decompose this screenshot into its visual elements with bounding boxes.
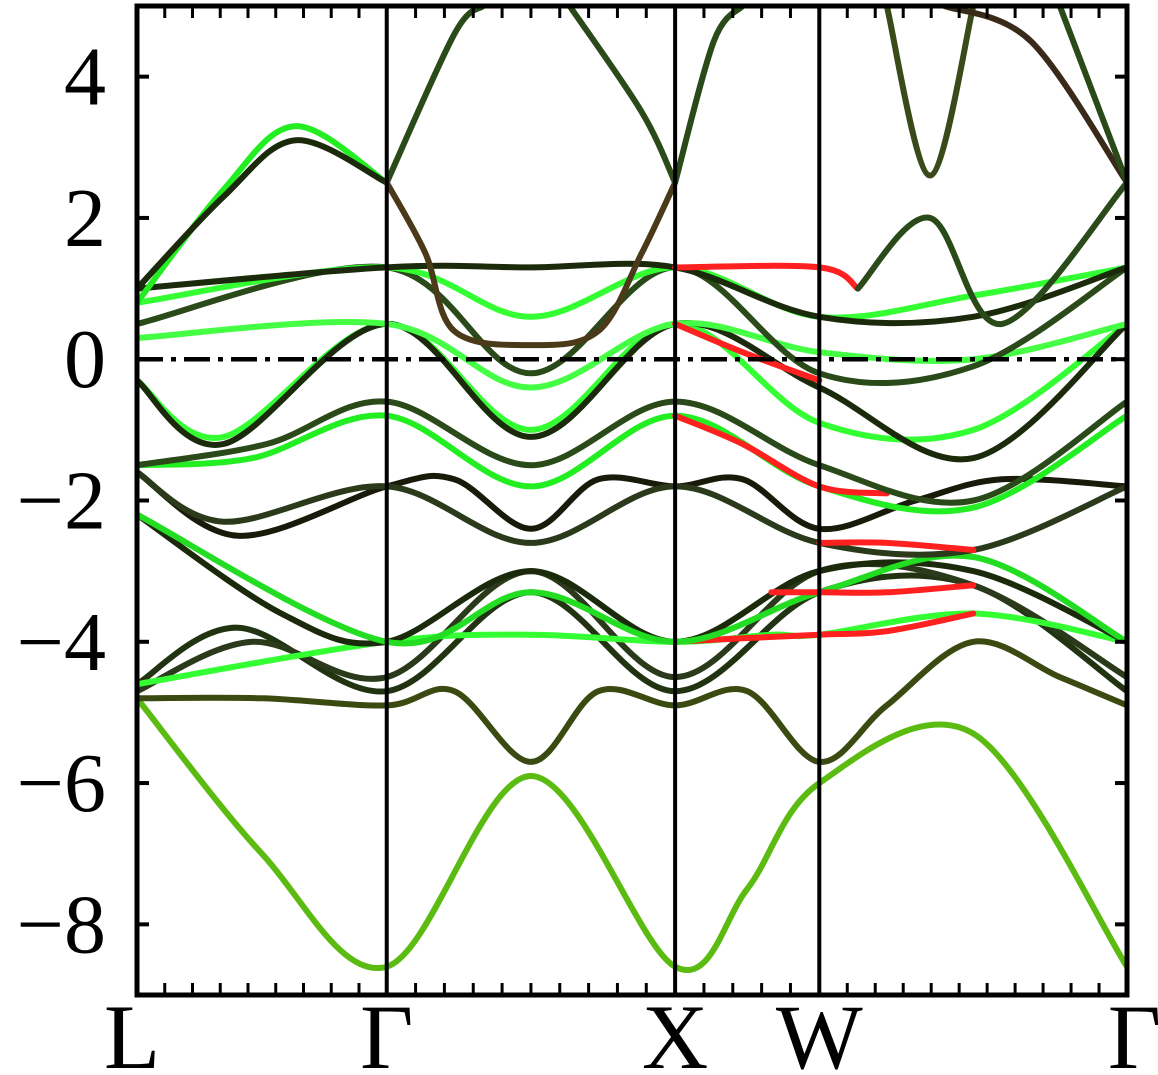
band-line-31 (941, 6, 1127, 186)
y-tick-label-2: 2 (64, 172, 106, 265)
band-line-13 (137, 412, 1127, 515)
y-tick-label-4: −2 (17, 455, 106, 548)
plot-frame (134, 3, 1130, 998)
band-line-8 (137, 511, 1127, 647)
band-line-32 (1056, 6, 1127, 186)
band-line-33 (854, 179, 1127, 327)
y-tick-label-5: −4 (17, 596, 106, 689)
band-series-layer (137, 6, 1127, 973)
band-line-27 (383, 179, 679, 349)
band-line-25 (137, 137, 390, 292)
band-line-12 (816, 539, 977, 553)
band-line-9 (768, 582, 977, 596)
band-line-1 (137, 695, 1127, 973)
band-line-28 (566, 6, 679, 186)
band-line-15 (137, 398, 1127, 506)
y-tick-label-6: −6 (17, 737, 106, 830)
band-line-7 (137, 511, 1127, 647)
kpoint-label-3: X (642, 986, 708, 1075)
band-line-17 (137, 320, 1127, 463)
y-tick-label-7: −8 (17, 878, 106, 971)
band-line-23 (672, 262, 861, 292)
kpoint-label-4: W (776, 986, 863, 1075)
band-line-22 (137, 260, 1127, 326)
band-line-10 (137, 469, 1127, 539)
band-line-2 (137, 638, 1127, 765)
band-line-24 (137, 123, 390, 306)
band-line-11 (137, 469, 1127, 558)
y-tick-label-layer: 4 2 0 −2 −4 −6 −8 (17, 31, 106, 972)
kpoint-label-1: L (104, 986, 160, 1075)
kpoint-label-2: Γ (360, 986, 413, 1075)
band-line-30 (883, 6, 977, 179)
band-line-29 (672, 6, 746, 186)
band-line-19 (672, 320, 823, 384)
y-tick-label-3: 0 (64, 313, 106, 406)
band-line-26 (383, 6, 487, 186)
band-line-4 (137, 561, 1127, 695)
band-line-14 (672, 412, 890, 497)
y-tick-label-1: 4 (64, 31, 106, 124)
band-line-16 (137, 320, 1127, 443)
kpoint-label-5: Γ (1108, 986, 1158, 1075)
kpoint-divider-layer (384, 6, 822, 995)
